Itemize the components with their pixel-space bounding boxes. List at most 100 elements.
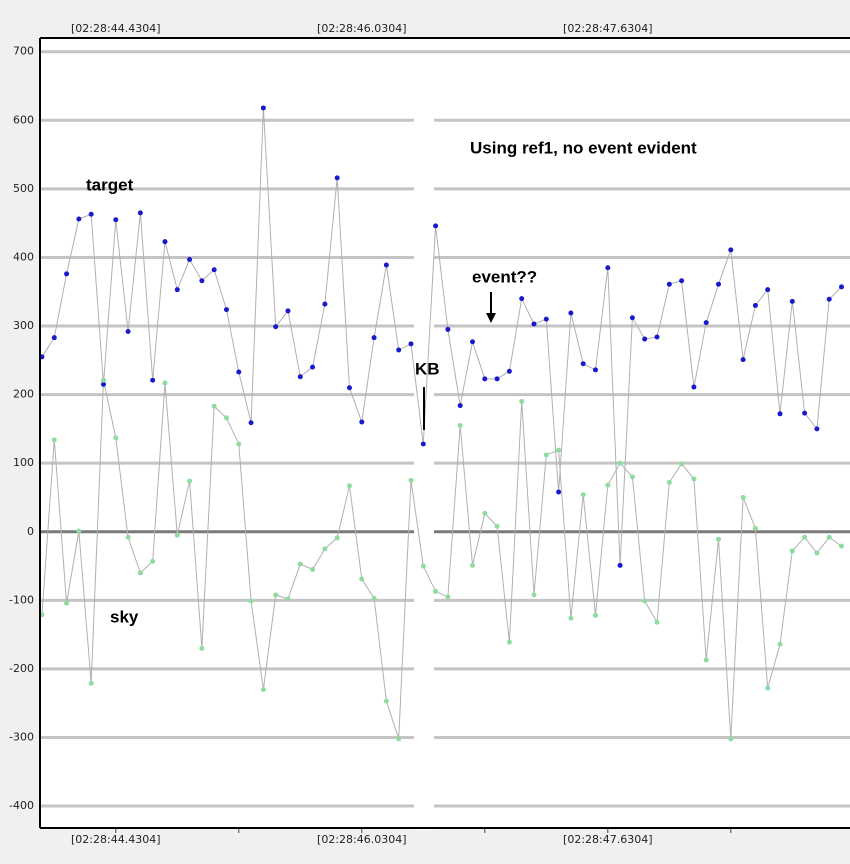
data-point [679,461,685,467]
data-point [605,482,611,488]
data-point [223,415,229,421]
data-point [383,698,389,704]
x-tick-label-top: [02:28:46.0304] [317,22,406,35]
data-point [777,641,783,647]
data-point [814,550,820,556]
data-point [839,284,845,290]
data-point [150,558,156,564]
data-point [506,368,512,374]
data-point [740,357,746,363]
data-point [666,479,672,485]
data-point [765,685,771,691]
data-point [64,271,70,277]
data-point [371,335,377,341]
data-point [408,477,414,483]
data-point [519,296,525,302]
data-point [396,347,402,353]
data-point [531,592,537,598]
data-point [162,380,168,386]
plot-area [40,38,850,828]
y-tick-label: 400 [13,250,34,263]
data-point [556,489,562,495]
data-point [383,262,389,268]
data-point [408,341,414,347]
data-point [211,403,217,409]
data-point [531,321,537,327]
data-point [137,210,143,216]
y-tick-label: 0 [27,525,34,538]
data-point [150,377,156,383]
data-point [359,419,365,425]
data-point [187,478,193,484]
data-point [322,546,328,552]
data-point [199,278,205,284]
data-point [789,298,795,304]
series-line [41,107,842,566]
data-point [51,437,57,443]
data-point [310,364,316,370]
data-point [420,563,426,569]
data-point [494,523,500,529]
data-point [728,247,734,253]
x-tick-label-bottom: [02:28:46.0304] [317,833,406,846]
data-point [51,335,57,341]
data-point [752,525,758,531]
data-point [100,381,106,387]
data-point [113,217,119,223]
annotation: sky [110,607,139,626]
data-point [334,535,340,541]
data-point [100,377,106,383]
image-artifact [414,100,434,830]
data-point [76,528,82,534]
data-point [716,536,722,542]
data-point [223,307,229,313]
data-point [691,384,697,390]
data-point [802,534,808,540]
x-tick-label-bottom: [02:28:47.6304] [563,833,652,846]
data-point [371,595,377,601]
annotation: event?? [472,267,537,286]
data-point [568,615,574,621]
data-point [211,267,217,273]
data-point [297,561,303,567]
data-point [310,566,316,572]
data-point [236,441,242,447]
data-point [580,492,586,498]
data-point [654,334,660,340]
data-point [765,287,771,293]
data-point [334,175,340,181]
data-point [826,296,832,302]
data-point [629,315,635,321]
y-tick-label: 100 [13,456,34,469]
data-point [457,403,463,409]
y-tick-label: 200 [13,388,34,401]
data-point [199,645,205,651]
y-tick-label: -100 [9,593,34,606]
y-tick-label: -200 [9,662,34,675]
data-point [433,588,439,594]
data-point [666,281,672,287]
data-point [826,534,832,540]
y-tick-label: 300 [13,319,34,332]
data-point [359,576,365,582]
data-point [568,310,574,316]
data-point [285,308,291,314]
data-point [703,657,709,663]
data-point [445,594,451,600]
data-point [679,278,685,284]
data-point [814,426,820,432]
data-point [494,376,500,382]
data-point [273,324,279,330]
data-point [740,494,746,500]
data-point [248,598,254,604]
data-point [162,239,168,245]
data-point [802,410,808,416]
data-point [580,361,586,367]
data-point [88,680,94,686]
data-point [396,736,402,742]
y-tick-label: -400 [9,799,34,812]
data-point [260,105,266,111]
annotation: Using ref1, no event evident [470,138,697,157]
data-point [113,435,119,441]
